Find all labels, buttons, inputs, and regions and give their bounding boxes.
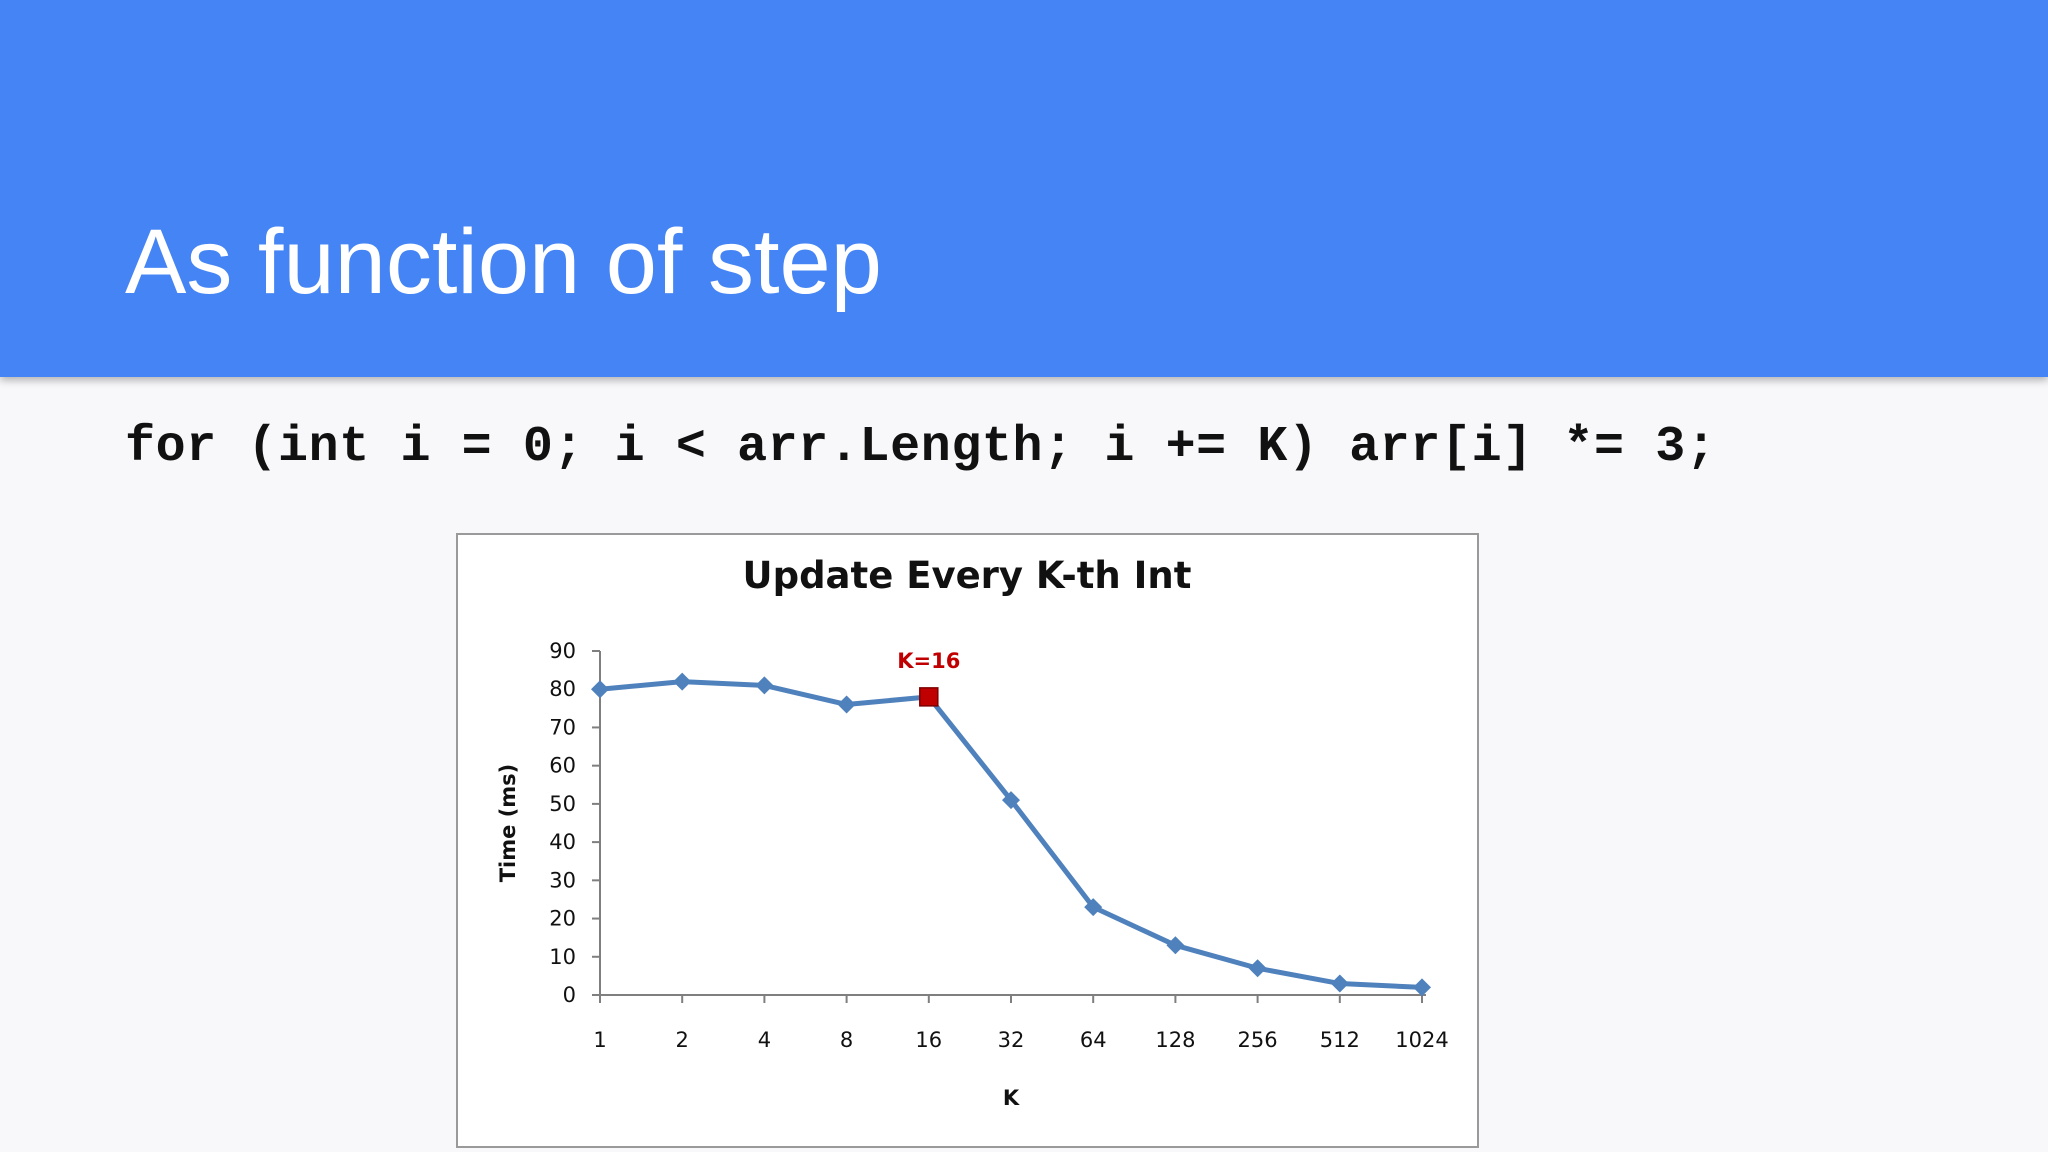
data-point [1330,974,1349,993]
chart-title: Update Every K-th Int [743,554,1192,597]
y-tick-label: 20 [549,907,576,931]
x-axis-label: K [1003,1086,1020,1110]
x-tick-label: 256 [1238,1028,1278,1052]
x-tick-label: 1024 [1395,1028,1448,1052]
y-tick-label: 70 [549,715,576,739]
y-tick-label: 10 [549,945,576,969]
y-axis-label: Time (ms) [496,764,520,883]
slide-title: As function of step [125,211,882,313]
data-point [673,672,692,691]
x-tick-label: 32 [998,1028,1025,1052]
x-tick-label: 8 [840,1028,853,1052]
x-tick-label: 128 [1155,1028,1195,1052]
chart-frame: Update Every K-th Int Time (ms) K 0 10 20 3… [456,533,1479,1148]
x-tick-label: 2 [676,1028,689,1052]
y-tick-label: 40 [549,830,576,854]
y-tick-label: 50 [549,792,576,816]
data-point [591,680,609,699]
k16-annotation: K=16 [897,649,960,673]
slide-header: As function of step [0,0,2048,377]
data-point [1084,898,1103,917]
code-snippet: for (int i = 0; i < arr.Length; i += K) … [125,419,1717,476]
x-tick-label: 1 [593,1028,606,1052]
data-point [1166,936,1185,955]
data-point [837,695,856,714]
x-tick-label: 64 [1080,1028,1107,1052]
y-tick-label: 60 [549,754,576,778]
x-tick-label: 16 [915,1028,942,1052]
y-tick-label: 0 [563,983,576,1007]
line-chart: Update Every K-th Int Time (ms) K 0 10 20 3… [496,554,1449,1110]
data-point [1248,959,1267,978]
x-tick-label: 4 [758,1028,771,1052]
y-tick-label: 80 [549,677,576,701]
x-tick-label: 512 [1320,1028,1360,1052]
y-tick-label: 30 [549,868,576,892]
data-point [1413,978,1431,997]
data-point [755,676,774,695]
data-point [1002,791,1020,810]
highlight-point [919,687,939,707]
y-tick-label: 90 [549,639,576,663]
series-line [597,679,1425,990]
